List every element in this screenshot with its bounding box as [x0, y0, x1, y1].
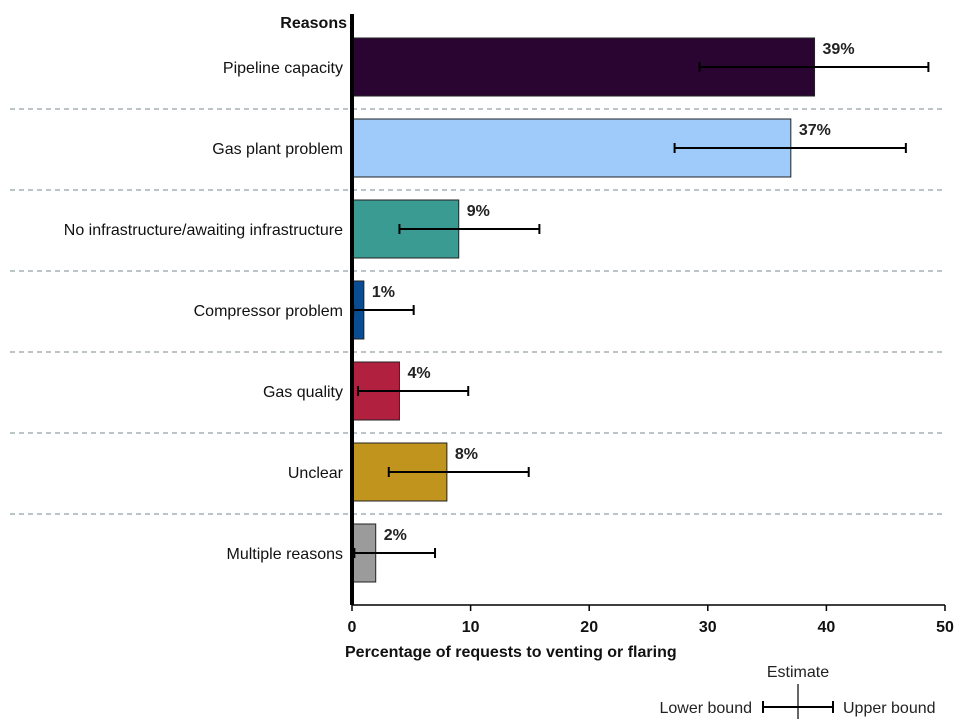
category-label: Gas plant problem: [212, 141, 343, 158]
value-label: 2%: [384, 527, 407, 544]
legend-lower-label: Lower bound: [659, 700, 752, 717]
value-label: 39%: [823, 41, 855, 58]
category-label: Unclear: [288, 465, 344, 482]
category-labels: Pipeline capacity Gas plant problem No inf…: [64, 60, 344, 563]
category-label: Gas quality: [263, 384, 343, 401]
legend-upper-label: Upper bound: [843, 700, 936, 717]
value-labels: 39% 37% 9% 1% 4% 8% 2%: [372, 41, 855, 544]
x-tick-label: 20: [580, 619, 598, 636]
bars: [351, 37, 816, 583]
legend-estimate-label: Estimate: [767, 664, 829, 681]
value-label: 37%: [799, 122, 831, 139]
x-tick-label: 40: [818, 619, 836, 636]
x-tick-label: 50: [936, 619, 954, 636]
x-axis: 0 10 20 30 40 50: [348, 604, 954, 636]
x-tick-label: 10: [462, 619, 480, 636]
value-label: 8%: [455, 446, 478, 463]
value-label: 9%: [467, 203, 490, 220]
x-tick-label: 30: [699, 619, 717, 636]
x-axis-title: Percentage of requests to venting or fla…: [345, 644, 677, 661]
y-axis-title: Reasons: [280, 15, 347, 32]
category-label: Multiple reasons: [227, 546, 344, 563]
value-label: 1%: [372, 284, 395, 301]
category-label: Compressor problem: [194, 303, 343, 320]
value-label: 4%: [407, 365, 430, 382]
category-separators: [10, 108, 945, 515]
x-tick-label: 0: [348, 619, 357, 636]
category-label: Pipeline capacity: [223, 60, 343, 77]
category-label: No infrastructure/awaiting infrastructur…: [64, 222, 343, 239]
legend: Estimate Lower bound Upper bound: [659, 664, 936, 719]
